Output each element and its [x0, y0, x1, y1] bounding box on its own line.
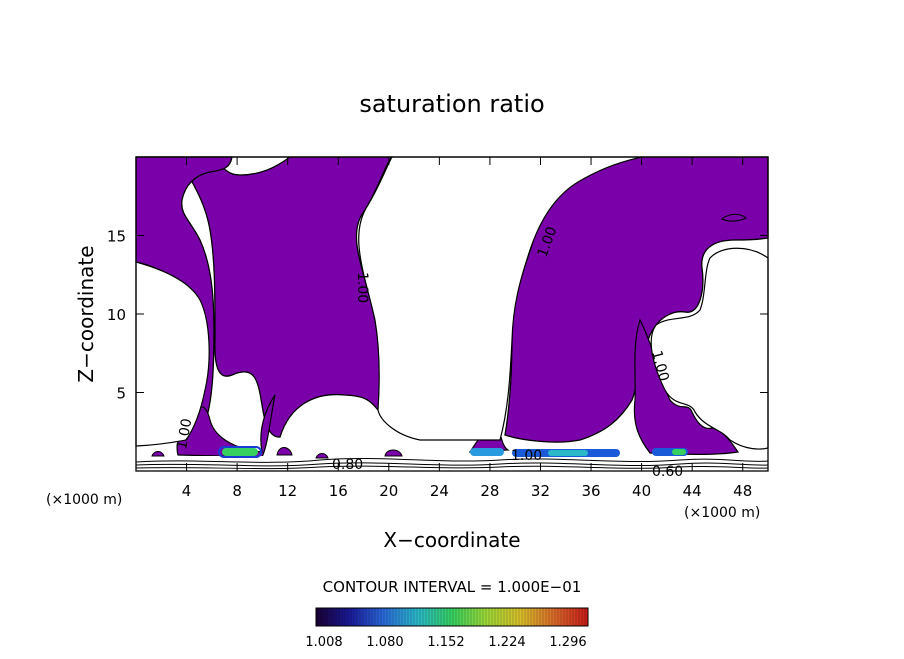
bottom-cell-4 [315, 453, 329, 459]
y-tick-label: 15 [107, 228, 126, 246]
contour-label: 1.00 [648, 349, 672, 383]
y-axis-label: Z−coordinate [74, 245, 98, 382]
core-blue-right-1 [470, 448, 504, 456]
x-tick-label: 24 [430, 482, 449, 500]
x-tick-label: 44 [683, 482, 702, 500]
core-blue-left [218, 446, 262, 458]
contour-label: 1.00 [354, 272, 370, 303]
x-tick-label: 32 [531, 482, 550, 500]
x-scale-note-right: (×1000 m) [684, 505, 760, 521]
colorbar [315, 607, 589, 627]
colorbar-label: 1.296 [549, 635, 586, 650]
y-tick-label: 5 [116, 385, 126, 403]
colorbar-label: 1.080 [366, 635, 403, 650]
colorbar-label: 1.152 [427, 635, 464, 650]
contour-label: 0.60 [652, 464, 683, 480]
x-axis-ticks: 4 8 12 16 20 24 28 32 36 40 44 48 [182, 157, 752, 500]
white-gap-left [135, 261, 210, 447]
x-scale-note-left: (×1000 m) [46, 492, 122, 508]
bottom-cell-3 [276, 447, 293, 456]
contour-label: 1.00 [511, 448, 542, 464]
core-green-left [222, 448, 258, 456]
x-tick-label: 16 [329, 482, 348, 500]
colorbar-labels: 1.008 1.080 1.152 1.224 1.296 [305, 635, 586, 650]
contour-lines-surface [135, 457, 769, 470]
colorbar-label: 1.008 [305, 635, 342, 650]
colorbar-label: 1.224 [488, 635, 525, 650]
x-tick-label: 36 [581, 482, 600, 500]
contour-region-right-island [721, 213, 747, 222]
x-tick-label: 48 [733, 482, 752, 500]
white-gap-right [650, 247, 769, 450]
y-tick-label: 10 [107, 306, 126, 324]
core-green-right [672, 449, 686, 455]
colored-cores [218, 446, 688, 458]
core-cyan-right [548, 450, 588, 456]
contour-label: 0.80 [332, 457, 363, 473]
surface-layer [136, 456, 768, 471]
y-axis-ticks: 5 10 15 [107, 228, 768, 403]
x-tick-label: 20 [379, 482, 398, 500]
colorbar-hatching [317, 608, 586, 626]
bottom-cell-1 [151, 451, 165, 457]
bottom-cell-2 [384, 449, 403, 457]
x-tick-label: 4 [182, 482, 192, 500]
x-tick-label: 12 [278, 482, 297, 500]
plot-area: 1.00 1.00 1.00 1.00 1.00 0.80 0.60 [135, 156, 769, 480]
x-tick-label: 8 [232, 482, 242, 500]
x-tick-label: 28 [480, 482, 499, 500]
contour-label: 1.00 [174, 417, 195, 450]
x-tick-label: 40 [632, 482, 651, 500]
chart-title: saturation ratio [359, 90, 544, 118]
contour-region-right-lower [633, 318, 740, 455]
white-gap-center [358, 156, 643, 441]
contour-interval-label: CONTOUR INTERVAL = 1.000E−01 [323, 578, 582, 596]
x-axis-label: X−coordinate [383, 528, 520, 552]
